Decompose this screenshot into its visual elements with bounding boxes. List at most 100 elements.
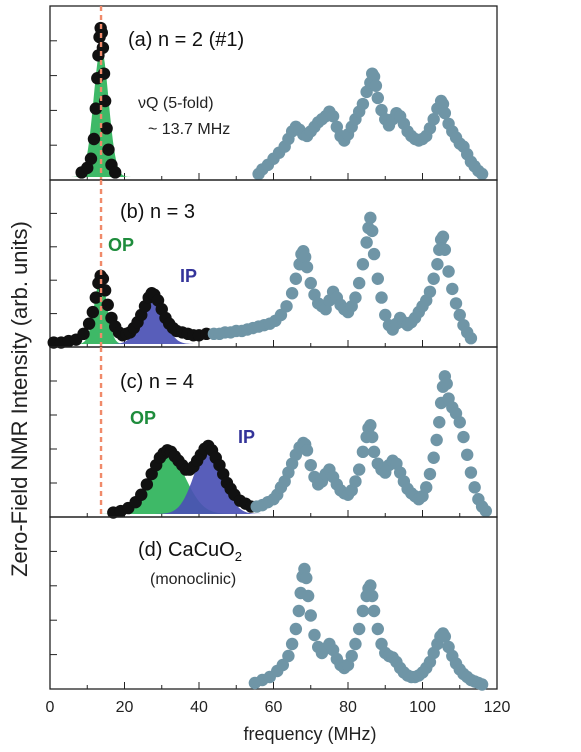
data-point — [438, 630, 452, 643]
data-point — [349, 475, 362, 488]
data-point — [449, 297, 463, 310]
ip-label-b: IP — [180, 266, 197, 286]
data-point — [364, 419, 377, 432]
data-point — [423, 467, 437, 481]
data-point — [438, 106, 452, 120]
data-point — [356, 445, 370, 459]
data-point — [420, 481, 433, 494]
data-point — [430, 433, 443, 447]
data-point — [453, 308, 466, 322]
data-point — [436, 230, 450, 243]
data-point — [285, 287, 299, 300]
op-fill-area — [75, 278, 126, 344]
data-point — [349, 637, 362, 651]
data-point — [427, 113, 440, 126]
data-point — [276, 658, 290, 672]
grey-series — [248, 562, 489, 691]
data-point — [364, 579, 377, 592]
data-point — [438, 243, 452, 256]
data-point — [367, 445, 381, 459]
data-point — [89, 102, 103, 115]
x-tick-label: 100 — [409, 699, 436, 716]
data-point — [375, 291, 388, 304]
data-point — [285, 637, 299, 651]
data-point — [102, 143, 115, 156]
data-point — [89, 291, 103, 304]
panel-title: (a) n = 2 (#1) — [128, 29, 244, 51]
data-point — [360, 236, 373, 249]
data-point — [369, 79, 383, 93]
data-point — [96, 272, 110, 285]
data-point — [98, 284, 112, 297]
data-point — [431, 258, 444, 271]
data-point — [356, 97, 370, 111]
data-point — [464, 332, 478, 345]
nuq-value: ~ 13.7 MHz — [148, 121, 230, 138]
x-tick-label: 60 — [265, 699, 283, 716]
data-point — [97, 67, 111, 80]
panel-title: (b) n = 3 — [120, 201, 195, 223]
data-point — [356, 258, 370, 271]
data-point — [442, 265, 455, 278]
panel-subtitle: (monoclinic) — [150, 571, 236, 588]
panel-2: (b) n = 3 — [47, 179, 498, 349]
x-axis: 0 20 40 60 80 100 120 — [46, 699, 511, 716]
ip-label-c: IP — [238, 427, 255, 447]
grey-series — [250, 370, 493, 518]
data-point — [457, 430, 470, 444]
ip-fill-area — [151, 448, 265, 514]
data-point — [96, 41, 110, 54]
op-fill-area — [71, 47, 131, 177]
data-point — [356, 604, 370, 618]
data-point — [77, 327, 90, 341]
annotations-group: νQ (5-fold) ~ 13.7 MHz OP IP OP IP — [108, 95, 255, 447]
x-tick-label: 120 — [484, 699, 511, 716]
data-point — [304, 276, 317, 290]
data-point — [135, 488, 148, 501]
data-point — [289, 272, 303, 285]
data-point — [292, 604, 306, 618]
data-point — [468, 481, 481, 494]
data-point — [280, 300, 293, 313]
data-point — [367, 247, 381, 261]
panel-1: (a) n = 2 (#1) — [49, 5, 498, 181]
panels-group: (a) n = 2 (#1) (b) n = 3 (c) n = 4 (d) CaCu… — [47, 5, 498, 691]
data-point — [289, 622, 303, 636]
data-point — [364, 211, 377, 225]
data-point — [367, 604, 381, 618]
data-point — [427, 272, 440, 285]
data-point — [308, 628, 321, 642]
data-point — [440, 377, 453, 390]
op-label-c: OP — [130, 408, 156, 428]
data-point — [301, 589, 315, 603]
y-axis-label: Zero-Field NMR Intensity (arb. units) — [7, 221, 32, 577]
data-point — [282, 649, 295, 663]
data-point — [108, 166, 122, 179]
data-point — [371, 622, 384, 636]
grey-series — [207, 211, 478, 345]
data-point — [371, 91, 384, 105]
data-point — [475, 678, 489, 691]
x-tick-label: 40 — [190, 699, 208, 716]
data-point — [304, 609, 317, 622]
panel-title: (d) CaCuO2 — [138, 539, 242, 564]
data-point — [352, 463, 366, 476]
data-point — [453, 416, 466, 429]
panel-3: (c) n = 4 — [49, 346, 498, 519]
black-series — [107, 439, 258, 519]
data-point — [300, 571, 313, 585]
data-point — [479, 504, 493, 518]
data-point — [84, 152, 98, 165]
data-point — [446, 282, 459, 296]
x-axis-label: frequency (MHz) — [243, 724, 377, 744]
data-point — [371, 272, 384, 285]
data-point — [366, 430, 379, 444]
data-point — [95, 26, 108, 39]
black-series — [75, 21, 122, 179]
data-point — [86, 305, 100, 319]
panel-title: (c) n = 4 — [120, 371, 194, 393]
data-point — [433, 416, 446, 429]
data-point — [298, 250, 312, 264]
data-point — [100, 122, 113, 135]
